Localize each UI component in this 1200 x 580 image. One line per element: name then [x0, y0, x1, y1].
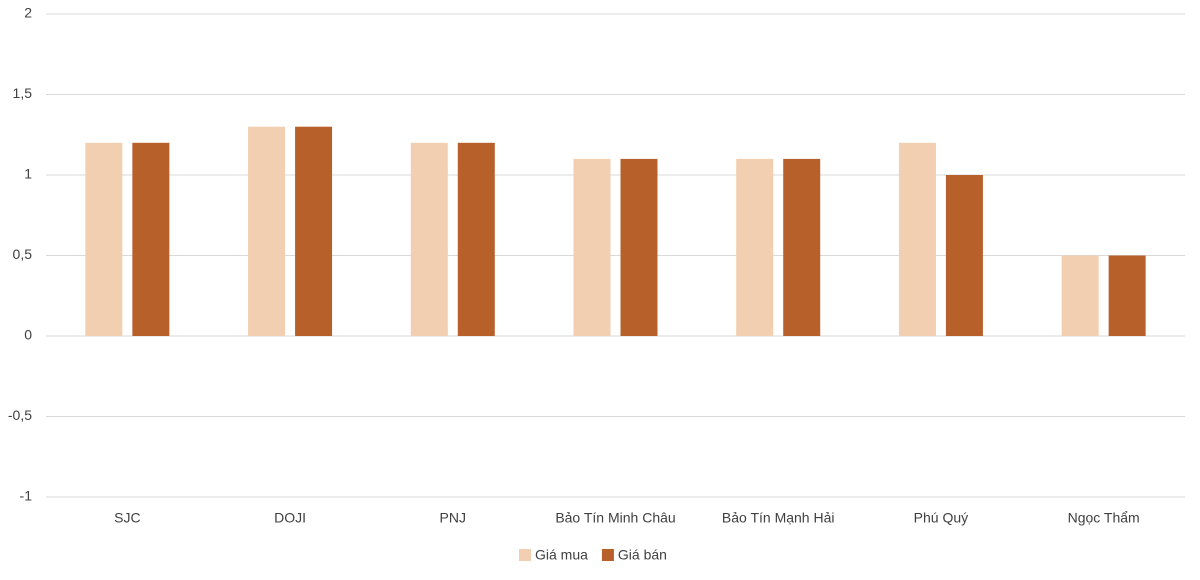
x-tick-label: Bảo Tín Minh Châu: [555, 510, 675, 526]
bar: [295, 126, 333, 336]
legend-swatch: [601, 549, 614, 561]
bar: [457, 142, 495, 336]
x-tick-label: Phú Quý: [914, 510, 968, 526]
bar: [736, 158, 774, 336]
x-tick-label: SJC: [114, 510, 140, 526]
y-tick-label: 0,5: [13, 246, 33, 262]
x-tick-label: Bảo Tín Mạnh Hải: [722, 510, 835, 526]
y-tick-label: -0,5: [8, 407, 32, 423]
y-tick-label: -1: [20, 488, 33, 504]
bar: [1108, 255, 1146, 336]
bar: [945, 175, 983, 336]
y-tick-label: 1,5: [13, 85, 33, 101]
y-tick-label: 2: [24, 5, 32, 21]
bar: [132, 142, 170, 336]
legend-swatch: [519, 549, 531, 561]
legend-label: Giá bán: [618, 547, 667, 563]
bar: [410, 142, 448, 336]
x-tick-label: DOJI: [274, 510, 306, 526]
x-tick-label: Ngọc Thẩm: [1068, 510, 1140, 526]
bar: [1061, 255, 1099, 336]
y-tick-label: 0: [24, 327, 32, 343]
bar: [620, 158, 658, 336]
bar: [898, 142, 936, 336]
bar: [248, 126, 286, 336]
bar: [783, 158, 821, 336]
bar: [573, 158, 611, 336]
y-tick-label: 1: [24, 166, 32, 182]
x-tick-label: PNJ: [440, 510, 466, 526]
bar: [85, 142, 123, 336]
legend-label: Giá mua: [535, 547, 588, 563]
